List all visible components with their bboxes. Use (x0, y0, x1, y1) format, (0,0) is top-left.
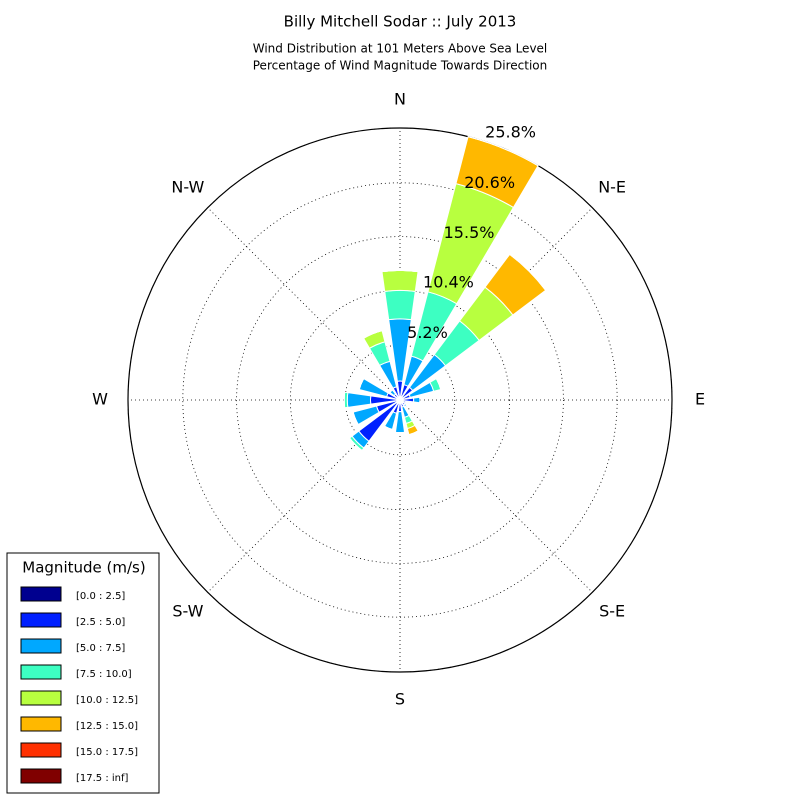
wedge (405, 401, 407, 404)
radial-grid-line (344, 344, 456, 456)
legend-swatch (20, 638, 62, 654)
legend-label: [15.0 : 17.5] (76, 747, 138, 758)
angle-grid-line (207, 399, 401, 593)
wedge (413, 396, 421, 404)
angle-tick-label: N-E (598, 177, 626, 196)
angle-tick-label: N (394, 90, 406, 109)
legend-label: [12.5 : 15.0] (76, 721, 138, 732)
radial-tick-label: 5.2% (407, 323, 448, 342)
wedge (389, 389, 393, 393)
radial-tick-label: 25.8% (485, 122, 536, 141)
legend-swatch (20, 612, 62, 628)
wedge (467, 136, 539, 167)
wedge (343, 392, 346, 408)
wedge (346, 392, 372, 408)
angle-tick-label: S-W (172, 602, 203, 621)
wedge (381, 269, 419, 273)
wedge (509, 253, 547, 291)
radial-grid-line (236, 236, 564, 564)
legend-swatch (20, 716, 62, 732)
wedge (384, 425, 393, 431)
angle-tick-label: W (92, 390, 108, 409)
radial-grid-line (127, 127, 673, 673)
wedge (378, 360, 398, 389)
wedge (381, 269, 419, 292)
wedge (435, 378, 442, 390)
chart-subtitle: Wind Distribution at 101 Meters Above Se… (253, 42, 548, 56)
legend-swatch (20, 690, 62, 706)
wedge (394, 410, 406, 434)
angle-tick-label: S (395, 690, 405, 709)
wedge (408, 430, 419, 436)
wedge (358, 377, 389, 398)
legend-swatch (20, 768, 62, 784)
wedge (404, 404, 408, 408)
legend-swatch (20, 742, 62, 758)
legend-title: Magnitude (m/s) (22, 559, 145, 577)
chart-subtitle: Percentage of Wind Magnitude Towards Dir… (253, 59, 547, 73)
legend-swatch (20, 586, 62, 602)
angle-grid-line (399, 399, 593, 593)
legend-label: [10.0 : 12.5] (76, 695, 138, 706)
radial-tick-label: 10.4% (423, 272, 474, 291)
radial-tick-label: 15.5% (444, 223, 495, 242)
wedge (363, 330, 383, 339)
wedge (384, 289, 416, 321)
legend-label: [17.5 : inf] (76, 773, 129, 784)
chart-title: Billy Mitchell Sodar :: July 2013 (284, 13, 517, 31)
radial-tick-label: 20.6% (464, 173, 515, 192)
angle-tick-label: N-W (171, 177, 204, 196)
legend-swatch (20, 664, 62, 680)
legend-label: [5.0 : 7.5] (76, 643, 125, 654)
angle-grid-line (207, 207, 401, 401)
angle-tick-label: E (695, 390, 705, 409)
legend-label: [7.5 : 10.0] (76, 669, 132, 680)
radial-grid-line (182, 182, 618, 618)
legend-label: [0.0 : 2.5] (76, 591, 125, 602)
legend-label: [2.5 : 5.0] (76, 617, 125, 628)
angle-tick-label: S-E (599, 602, 625, 621)
